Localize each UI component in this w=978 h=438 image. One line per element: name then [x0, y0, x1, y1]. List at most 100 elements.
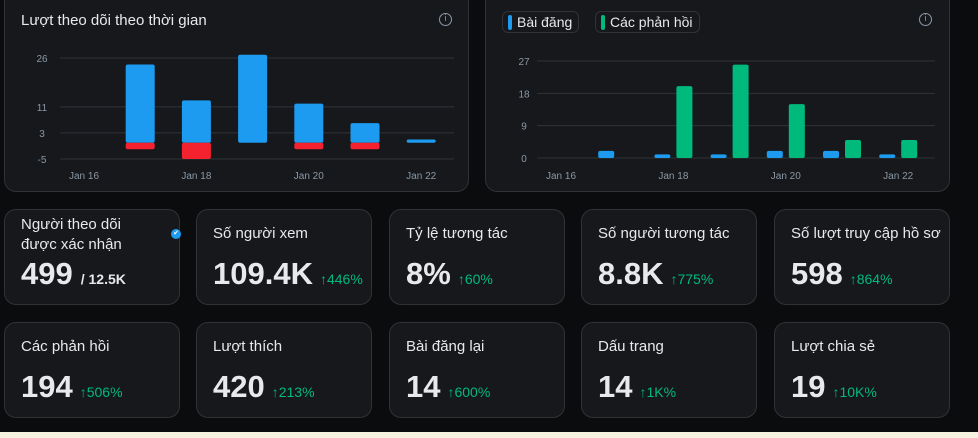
stat-label: Số lượt truy cập hồ sơ — [791, 225, 941, 242]
stat-value-number: 598 — [791, 256, 843, 291]
stat-change: ↑60% — [457, 271, 493, 287]
stat-value: 598 ↑864% — [791, 256, 893, 292]
stat-viewers[interactable]: Số người xem 109.4K ↑446% — [196, 209, 372, 305]
stat-value-number: 8.8K — [598, 256, 664, 291]
bar-loss — [350, 142, 380, 150]
bar-loss — [125, 142, 155, 150]
info-icon[interactable]: i — [919, 13, 932, 26]
bar-gain — [350, 123, 380, 143]
y-tick-label: 11 — [37, 103, 48, 114]
legend-posts[interactable]: Bài đăng — [502, 11, 580, 33]
stat-value-number: 14 — [598, 369, 633, 404]
stat-engaged-users[interactable]: Số người tương tác 8.8K ↑775% — [581, 209, 757, 305]
followers-bar-chart: 26 11 3 -5 Jan 16 Jan 18 Jan 20 Jan 22 — [36, 54, 454, 182]
stat-label: Lượt chia sẻ — [791, 338, 876, 355]
bar-gain — [238, 54, 268, 143]
stat-label: Lượt thích — [213, 338, 283, 355]
x-tick-label: Jan 22 — [406, 171, 436, 182]
stat-likes[interactable]: Lượt thích 420 ↑213% — [196, 322, 372, 418]
x-tick-label: Jan 18 — [658, 171, 688, 182]
bar-posts — [823, 150, 839, 158]
stat-label: Tỷ lệ tương tác — [406, 225, 508, 242]
x-tick-label: Jan 16 — [69, 171, 99, 182]
stat-label: Dấu trang — [598, 338, 664, 355]
stat-profile-visits[interactable]: Số lượt truy cập hồ sơ 598 ↑864% — [774, 209, 950, 305]
bar-posts — [598, 150, 615, 158]
stat-value: 14 ↑1K% — [598, 369, 676, 405]
stat-change: ↑213% — [271, 384, 315, 400]
legend-replies[interactable]: Các phản hồi — [595, 11, 700, 33]
stat-label: Các phản hồi — [21, 338, 110, 355]
bar-replies — [845, 140, 861, 158]
stat-label-line1: Người theo dõi — [21, 216, 121, 233]
bar-loss — [294, 142, 324, 150]
stat-value-number: 19 — [791, 369, 826, 404]
stat-bookmarks[interactable]: Dấu trang 14 ↑1K% — [581, 322, 757, 418]
y-tick-label: 27 — [518, 57, 530, 68]
stat-value: 14 ↑600% — [406, 369, 490, 405]
stat-value-number: 8% — [406, 256, 451, 291]
stat-value: 8% ↑60% — [406, 256, 493, 292]
page-bottom-strip — [0, 432, 978, 438]
followers-chart-title: Lượt theo dõi theo thời gian — [21, 12, 207, 29]
stat-value-total: / 12.5K — [80, 271, 126, 287]
y-tick-label: 9 — [521, 122, 527, 133]
bar-posts — [654, 154, 671, 158]
y-tick-label: -5 — [38, 155, 47, 166]
legend-replies-swatch — [601, 14, 605, 30]
posts-bar-chart: 27 18 9 0 Jan 16 Jan 18 Jan 20 Jan 22 — [518, 57, 935, 182]
bar-posts — [766, 150, 783, 158]
stat-value-number: 14 — [406, 369, 441, 404]
stat-change: ↑600% — [447, 384, 491, 400]
y-tick-label: 3 — [39, 129, 45, 140]
legend-replies-label: Các phản hồi — [610, 14, 693, 30]
bar-replies — [676, 86, 693, 158]
verified-badge-icon: ✔ — [171, 229, 181, 239]
y-tick-label: 0 — [521, 154, 527, 165]
posts-chart-card: Bài đăng Các phản hồi i 27 18 9 0 Jan 16 Jan … — [485, 0, 950, 192]
stat-change: ↑864% — [849, 271, 893, 287]
followers-chart-card: Lượt theo dõi theo thời gian i 26 11 3 -5 Ja… — [4, 0, 469, 192]
stat-value: 499 / 12.5K — [21, 256, 126, 292]
bar-replies — [901, 140, 918, 158]
info-icon[interactable]: i — [439, 13, 452, 26]
y-tick-label: 18 — [518, 89, 530, 100]
stat-verified-followers[interactable]: Người theo dõi được xác nhận ✔ 499 / 12.5… — [4, 209, 181, 305]
x-tick-label: Jan 18 — [181, 171, 211, 182]
stat-value: 8.8K ↑775% — [598, 256, 713, 292]
x-tick-label: Jan 20 — [294, 171, 324, 182]
bar-gain — [125, 64, 155, 143]
stat-value: 420 ↑213% — [213, 369, 315, 405]
stat-change: ↑506% — [79, 384, 123, 400]
stat-value-number: 499 — [21, 256, 73, 291]
stat-value-number: 109.4K — [213, 256, 313, 291]
bar-posts — [710, 154, 727, 158]
bar-replies — [788, 104, 805, 158]
bar-gain — [181, 100, 211, 143]
bar-gain — [294, 103, 324, 143]
stat-label-line2: được xác nhận — [21, 236, 122, 253]
bar-gain — [406, 139, 436, 143]
stat-change: ↑10K% — [832, 384, 877, 400]
x-tick-label: Jan 22 — [883, 171, 913, 182]
stat-change: ↑1K% — [639, 384, 677, 400]
bar-replies — [732, 64, 749, 158]
stat-value: 194 ↑506% — [21, 369, 123, 405]
stat-replies[interactable]: Các phản hồi 194 ↑506% — [4, 322, 180, 418]
stat-engagement-rate[interactable]: Tỷ lệ tương tác 8% ↑60% — [389, 209, 565, 305]
stat-label: Số người tương tác — [598, 225, 730, 242]
stat-reposts[interactable]: Bài đăng lại 14 ↑600% — [389, 322, 565, 418]
bar-loss — [181, 142, 211, 159]
x-tick-label: Jan 16 — [546, 171, 576, 182]
stat-label: Người theo dõi được xác nhận — [21, 215, 122, 255]
x-tick-label: Jan 20 — [771, 171, 801, 182]
y-tick-label: 26 — [36, 54, 48, 65]
stat-change: ↑775% — [670, 271, 714, 287]
bar-posts — [879, 154, 896, 158]
stat-value-number: 194 — [21, 369, 73, 404]
stat-value: 109.4K ↑446% — [213, 256, 363, 292]
stat-shares[interactable]: Lượt chia sẻ 19 ↑10K% — [774, 322, 950, 418]
stat-value: 19 ↑10K% — [791, 369, 877, 405]
legend-posts-label: Bài đăng — [517, 14, 573, 30]
stat-label: Bài đăng lại — [406, 338, 485, 355]
